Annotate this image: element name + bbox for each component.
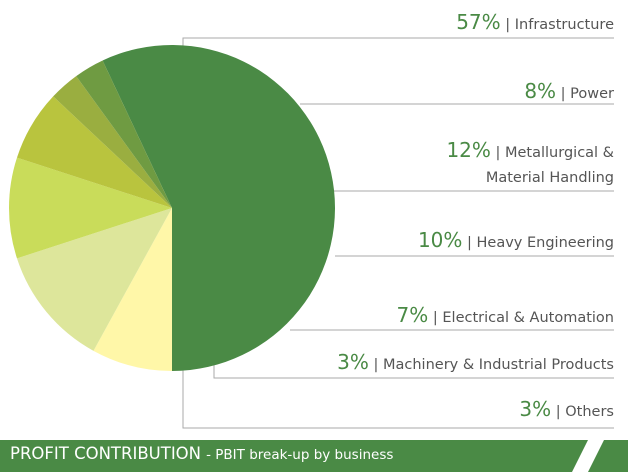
slice-label: 57% | Infrastructure — [456, 10, 614, 38]
separator: | — [368, 357, 383, 373]
separator: | — [556, 86, 571, 102]
separator: | — [428, 310, 443, 326]
slice-label: 8% | Power — [524, 79, 614, 107]
slice-label: 3% | Machinery & Industrial Products — [337, 350, 614, 378]
category-label: Others — [565, 404, 614, 420]
category-label: Metallurgical & Material Handling — [485, 145, 614, 186]
value-label: 7% — [396, 303, 429, 327]
title: PROFIT CONTRIBUTION — [10, 444, 202, 463]
pie-slice — [9, 157, 173, 259]
pie-slice — [76, 60, 172, 209]
pie-slice — [53, 76, 172, 209]
value-label: 10% — [417, 228, 463, 252]
pie-slice — [93, 208, 172, 371]
separator: | — [462, 235, 477, 251]
category-label: Power — [570, 86, 614, 102]
slice-label: 3% | Others — [519, 397, 614, 425]
category-label: Electrical & Automation — [442, 310, 614, 326]
leader-line — [182, 370, 614, 429]
footer-accent — [588, 440, 628, 472]
value-label: 3% — [337, 350, 369, 374]
slice-label: 7% | Electrical & Automation — [397, 303, 614, 331]
pie-slice — [16, 96, 173, 208]
footer: PROFIT CONTRIBUTION - PBIT break-up by b… — [10, 444, 393, 463]
slice-label: 10% | Heavy Engineering — [418, 228, 614, 256]
value-label: 8% — [524, 79, 557, 103]
slice-label: 12% | Metallurgical & Material Handling — [414, 138, 614, 191]
value-label: 3% — [519, 397, 552, 421]
pie — [9, 44, 336, 372]
footer-bar — [0, 440, 588, 472]
pie-slice — [102, 44, 336, 372]
value-label: 57% — [456, 10, 501, 34]
separator: | — [551, 404, 566, 420]
subtitle: - PBIT break-up by business — [206, 447, 394, 463]
pie-slice — [16, 208, 173, 351]
category-label: Infrastructure — [514, 17, 614, 33]
leader-line — [182, 37, 614, 50]
separator: | — [500, 17, 515, 33]
category-label: Heavy Engineering — [476, 235, 614, 251]
category-label: Machinery & Industrial Products — [383, 357, 614, 373]
value-label: 12% — [446, 138, 491, 162]
separator: | — [490, 145, 505, 161]
